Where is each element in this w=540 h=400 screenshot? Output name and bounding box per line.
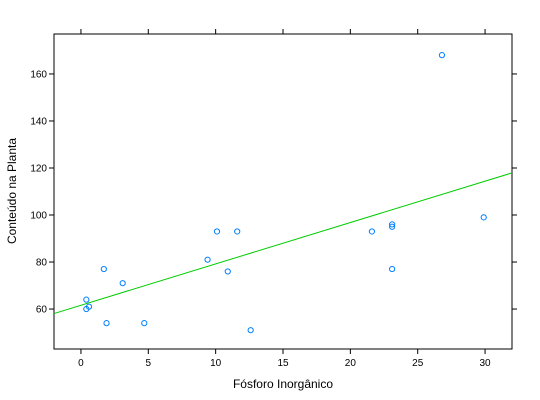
data-point [224,268,231,275]
plot-frame [53,33,513,350]
x-tick-label: 5 [146,358,152,369]
y-tick-label: 80 [36,258,48,269]
data-point [368,228,376,235]
data-point [438,52,446,59]
data-point [100,265,107,273]
y-tick-label: 160 [30,69,47,80]
data-point [83,296,90,303]
data-point [247,327,254,334]
data-point [234,228,241,235]
x-axis-ticks: 0 5 10 15 20 25 30 [78,29,491,369]
data-points [83,52,487,334]
y-tick-label: 60 [36,305,48,316]
y-axis-ticks: 60 80 100 120 140 160 [30,69,517,316]
y-axis-title: Conteúdo na Planta [5,138,19,244]
data-point [103,320,110,327]
data-point [204,256,211,263]
x-tick-label: 0 [78,358,84,369]
x-tick-label: 15 [277,358,289,369]
data-point [119,280,126,287]
data-point [141,320,148,327]
x-axis-title: Fósforo Inorgânico [233,377,333,391]
data-point [85,303,93,310]
y-tick-label: 140 [30,116,47,127]
x-tick-label: 25 [412,358,424,369]
regression-line [53,172,513,315]
x-tick-label: 10 [210,358,222,369]
x-tick-label: 20 [345,358,357,369]
data-point [389,265,396,273]
y-tick-label: 100 [30,211,47,222]
y-tick-label: 120 [30,163,47,174]
data-point [213,228,221,235]
data-point [389,223,396,230]
data-point [389,221,396,228]
data-point [480,214,487,221]
x-tick-label: 30 [479,358,491,369]
